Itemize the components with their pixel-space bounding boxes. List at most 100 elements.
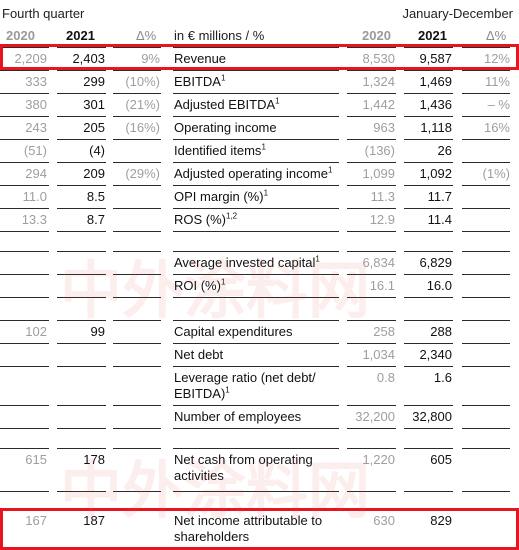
row-rule (173, 93, 339, 94)
table-row: Leverage ratio (net debt/ EBITDA)1 0.8 1.6 (0, 366, 519, 404)
row-rule (404, 297, 453, 298)
table-row (0, 428, 519, 448)
row-rule (57, 93, 106, 94)
row-rule (0, 251, 49, 252)
row-rule (113, 162, 161, 163)
cell-q2021: 8.7 (86, 212, 105, 227)
table-row (0, 491, 519, 507)
row-rule (462, 139, 510, 140)
row-rule (462, 343, 510, 344)
row-rule (404, 185, 453, 186)
cell-f2021: 605 (430, 452, 452, 467)
row-rule (462, 320, 510, 321)
row-rule (173, 208, 339, 209)
row-rule (173, 162, 339, 163)
row-rule (57, 343, 106, 344)
cell-qd: (29%) (125, 166, 160, 181)
row-rule (173, 491, 339, 492)
row-rule (113, 251, 161, 252)
cell-q2020: 11.0 (22, 189, 47, 204)
row-rule (173, 405, 339, 406)
col-q-2021: 2021 (66, 28, 95, 43)
col-metric: in € millions / % (174, 28, 265, 43)
row-rule (173, 47, 339, 48)
footnote-marker: 1 (220, 73, 226, 83)
row-rule (462, 428, 510, 429)
cell-q2020: 615 (25, 452, 47, 467)
row-rule (57, 208, 106, 209)
row-rule (404, 139, 453, 140)
row-rule (173, 428, 339, 429)
row-rule (404, 428, 453, 429)
table-row: Net debt 1,034 2,340 (0, 343, 519, 365)
row-rule (462, 274, 510, 275)
cell-f2020: 1,442 (362, 97, 395, 112)
row-rule (57, 274, 106, 275)
row-rule (0, 405, 49, 406)
row-rule (173, 251, 339, 252)
table-row: Average invested capital1 6,834 6,829 (0, 251, 519, 273)
row-rule (404, 251, 453, 252)
row-rule (347, 208, 396, 209)
cell-q2021: 8.5 (86, 189, 105, 204)
table-row: 615 178 Net cash from operating activities… (0, 448, 519, 490)
cell-q2020: 13.3 (21, 212, 47, 227)
row-rule (113, 491, 161, 492)
footnote-marker: 1 (263, 188, 269, 198)
row-rule (462, 297, 510, 298)
row-label: Adjusted operating income1 (174, 165, 333, 181)
footnote-marker: 1 (220, 277, 226, 287)
cell-f2021: 2,340 (419, 347, 452, 362)
row-rule (113, 47, 161, 48)
cell-fd: 16% (483, 120, 510, 135)
cell-q2021: 205 (83, 120, 105, 135)
row-rule (113, 448, 161, 449)
cell-f2020: 12.9 (369, 212, 395, 227)
row-rule (0, 274, 49, 275)
row-rule (0, 70, 49, 71)
row-rule (404, 47, 453, 48)
row-rule (404, 405, 453, 406)
col-q-delta: Δ% (136, 28, 157, 43)
row-rule (57, 251, 106, 252)
row-rule (404, 70, 453, 71)
cell-f2021: 1,092 (419, 166, 452, 181)
row-rule (113, 343, 161, 344)
row-rule (462, 448, 510, 449)
cell-f2020: 32,200 (355, 409, 395, 424)
row-label: Number of employees (174, 409, 302, 424)
cell-q2020: 102 (25, 324, 47, 339)
cell-qd: (21%) (125, 97, 160, 112)
cell-q2020: (51) (23, 143, 47, 158)
row-rule (57, 448, 106, 449)
cell-q2020: 243 (25, 120, 47, 135)
cell-f2021: 9,587 (419, 51, 452, 66)
row-label: Net income attributable to shareholders (174, 513, 323, 544)
row-rule (173, 185, 339, 186)
revenue-highlight-box (0, 44, 519, 70)
cell-f2020: 630 (373, 513, 395, 528)
row-rule (0, 208, 49, 209)
table-row: 294 209 (29%) Adjusted operating income1 1,0… (0, 162, 519, 184)
row-rule (404, 448, 453, 449)
row-rule (173, 320, 339, 321)
row-rule (57, 320, 106, 321)
row-rule (0, 162, 49, 163)
row-rule (0, 297, 49, 298)
row-rule (113, 93, 161, 94)
row-rule (347, 162, 396, 163)
row-rule (347, 116, 396, 117)
cell-q2021: 178 (83, 452, 105, 467)
row-label: ROI (%)1 (174, 277, 226, 293)
cell-q2020: 2,209 (14, 51, 47, 66)
row-rule (0, 448, 49, 449)
cell-f2021: 11.4 (427, 212, 452, 227)
table-row: 380 301 (21%) Adjusted EBITDA1 1,442 1,436 – % (0, 93, 519, 115)
col-fy-2021: 2021 (418, 28, 447, 43)
row-rule (347, 320, 396, 321)
table-row: 13.3 8.7 ROS (%)1,2 12.9 11.4 (0, 208, 519, 230)
row-rule (462, 208, 510, 209)
row-rule (57, 428, 106, 429)
footnote-marker: 1 (225, 385, 230, 395)
row-rule (0, 139, 49, 140)
